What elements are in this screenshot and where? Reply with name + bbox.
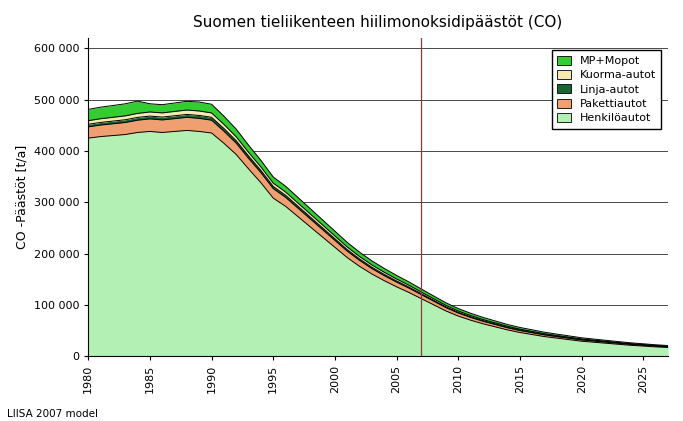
Y-axis label: CO -Päästöt [t/a]: CO -Päästöt [t/a] [15, 145, 28, 249]
Text: LIISA 2007 model: LIISA 2007 model [7, 409, 98, 419]
Legend: MP+Mopot, Kuorma-autot, Linja-autot, Pakettiautot, Henkilöautot: MP+Mopot, Kuorma-autot, Linja-autot, Pak… [552, 50, 661, 129]
Title: Suomen tieliikenteen hiilimonoksidipäästöt (CO): Suomen tieliikenteen hiilimonoksidipääst… [193, 15, 563, 30]
